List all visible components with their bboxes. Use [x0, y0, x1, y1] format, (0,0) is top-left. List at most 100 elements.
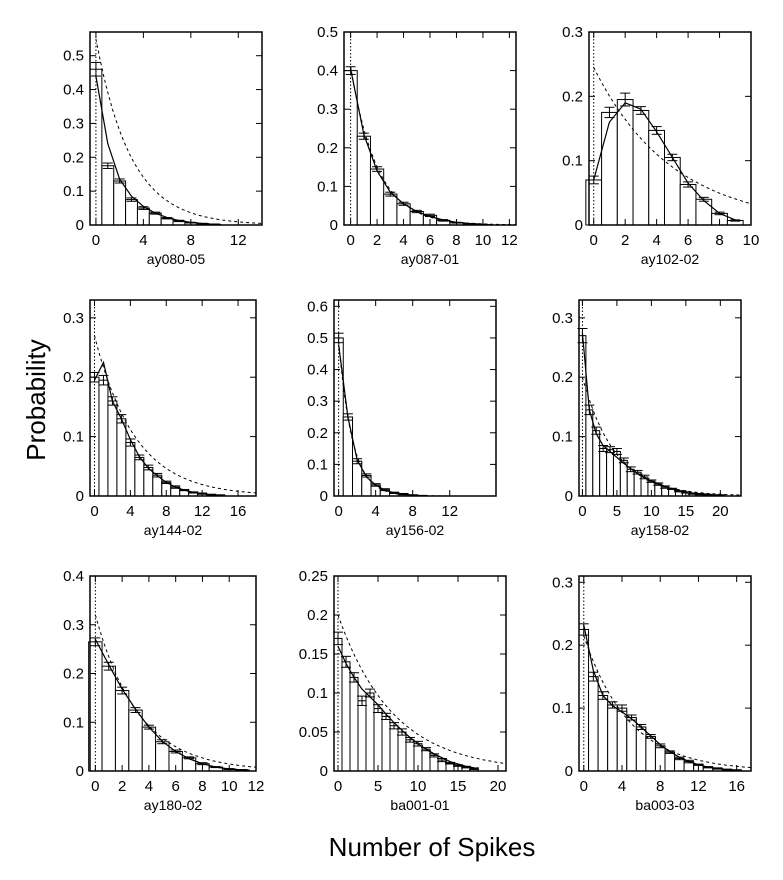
- histogram-bar: [635, 726, 647, 772]
- error-bar: [114, 178, 125, 184]
- error-bar: [370, 483, 381, 487]
- x-tick-label: 4: [126, 503, 134, 520]
- plot-frame: [578, 575, 752, 772]
- error-bar: [469, 767, 479, 770]
- x-tick-label: 12: [194, 503, 211, 520]
- y-tick-label: 0.1: [307, 456, 328, 473]
- error-bar: [626, 714, 637, 721]
- histogram-bar: [373, 708, 383, 772]
- chart-panel-ay180-02: 0 0.1 0.2 0.3 0.4 0 2 4 6 8 10 12 ay180-02: [63, 568, 264, 813]
- histogram-bar: [101, 665, 116, 772]
- error-bar: [664, 750, 675, 754]
- error-bar: [712, 767, 723, 770]
- error-bar: [197, 762, 208, 766]
- error-bar: [143, 464, 154, 471]
- histogram-bar: [679, 183, 697, 226]
- error-bar: [591, 426, 602, 435]
- error-bar: [651, 126, 662, 135]
- y-tick-label: 0.3: [562, 24, 583, 41]
- y-tick-label: 0.4: [307, 362, 328, 379]
- error-bar: [584, 404, 595, 416]
- exponential-curve: [593, 67, 752, 205]
- panel-title: ay102-02: [641, 251, 700, 267]
- chart-panel-ba003-03: 0 0.1 0.2 0.3 0 4 8 12 16 ba003-03: [552, 574, 752, 813]
- y-tick-label: 0.1: [562, 153, 583, 170]
- error-bar: [636, 723, 647, 730]
- y-tick-label: 0: [76, 488, 84, 505]
- x-tick-label: 0: [590, 232, 598, 249]
- x-tick-label: 0: [334, 503, 342, 520]
- y-tick-label: 0.2: [63, 149, 84, 166]
- y-tick-label: 0.1: [317, 178, 338, 195]
- x-tick-label: 4: [618, 778, 626, 795]
- y-tick-label: 0.3: [552, 310, 573, 327]
- histogram-bar: [381, 715, 391, 772]
- histogram-bar: [664, 751, 676, 772]
- x-tick-label: 4: [139, 232, 147, 249]
- histogram-bar: [341, 661, 351, 772]
- y-tick-label: 0.3: [63, 310, 84, 327]
- error-bar: [617, 704, 627, 712]
- error-bar: [598, 445, 609, 452]
- panel-title: ba001-01: [390, 797, 449, 813]
- error-bar: [730, 219, 741, 222]
- panel-title: ay158-02: [631, 522, 690, 538]
- histogram-bar: [342, 416, 354, 497]
- histogram-bar: [588, 676, 599, 772]
- x-tick-label: 20: [490, 778, 507, 795]
- y-tick-label: 0.2: [307, 425, 328, 442]
- x-tick-label: 15: [678, 503, 695, 520]
- histogram-bar: [141, 726, 157, 772]
- histogram-bar: [645, 735, 656, 772]
- error-bar: [425, 213, 435, 218]
- histogram-bar: [607, 704, 618, 772]
- x-tick-label: 4: [145, 778, 153, 795]
- y-tick-label: 0.15: [299, 646, 328, 663]
- histogram-bar: [429, 754, 439, 772]
- plot-frame: [333, 299, 497, 497]
- histogram-bar: [155, 741, 170, 772]
- x-tick-label: 10: [475, 232, 492, 249]
- plot-frame: [578, 299, 742, 497]
- x-tick-label: 16: [728, 778, 745, 795]
- histogram-bar: [632, 109, 650, 226]
- y-tick-label: 0.4: [63, 82, 84, 99]
- error-bar: [138, 206, 149, 210]
- exponential-curve: [94, 335, 257, 494]
- error-bar: [597, 691, 608, 700]
- y-tick-label: 0.5: [307, 330, 328, 347]
- x-tick-label: 0: [91, 778, 99, 795]
- x-tick-label: 2: [118, 778, 126, 795]
- y-tick-label: 0.1: [63, 714, 84, 731]
- error-bar: [184, 756, 195, 760]
- error-bar: [381, 712, 391, 721]
- error-bar: [674, 756, 685, 761]
- chart-panel-ba001-01: 0 0.05 0.1 0.15 0.2 0.25 0 5 10 15 20 ba001-01: [299, 568, 507, 813]
- exponential-curve: [95, 38, 263, 224]
- histogram-bar: [143, 466, 154, 497]
- error-bar: [445, 761, 455, 765]
- x-tick-label: 15: [450, 778, 467, 795]
- y-tick-label: 0.2: [552, 637, 573, 654]
- histogram-bar: [107, 400, 118, 497]
- chart-panel-ay144-02: 0 0.1 0.2 0.3 0 4 8 12 16 ay144-02: [63, 299, 257, 538]
- error-bar: [130, 707, 141, 713]
- error-bar: [646, 479, 657, 483]
- y-tick-label: 0.5: [63, 48, 84, 65]
- x-tick-label: 4: [399, 232, 407, 249]
- y-tick-label: 0: [565, 763, 573, 780]
- y-tick-label: 0.05: [299, 724, 328, 741]
- error-bar: [342, 413, 353, 421]
- histogram-bar: [134, 456, 145, 497]
- histogram-bar: [181, 757, 197, 772]
- error-bar: [361, 473, 372, 478]
- error-bar: [134, 454, 145, 461]
- histogram-bar: [601, 111, 618, 226]
- error-bar: [645, 734, 656, 739]
- histogram-bar: [101, 165, 115, 226]
- error-bar: [578, 623, 589, 636]
- error-bar: [179, 488, 190, 492]
- y-tick-label: 0.1: [307, 685, 328, 702]
- error-bar: [150, 211, 161, 215]
- x-tick-label: 0: [578, 503, 586, 520]
